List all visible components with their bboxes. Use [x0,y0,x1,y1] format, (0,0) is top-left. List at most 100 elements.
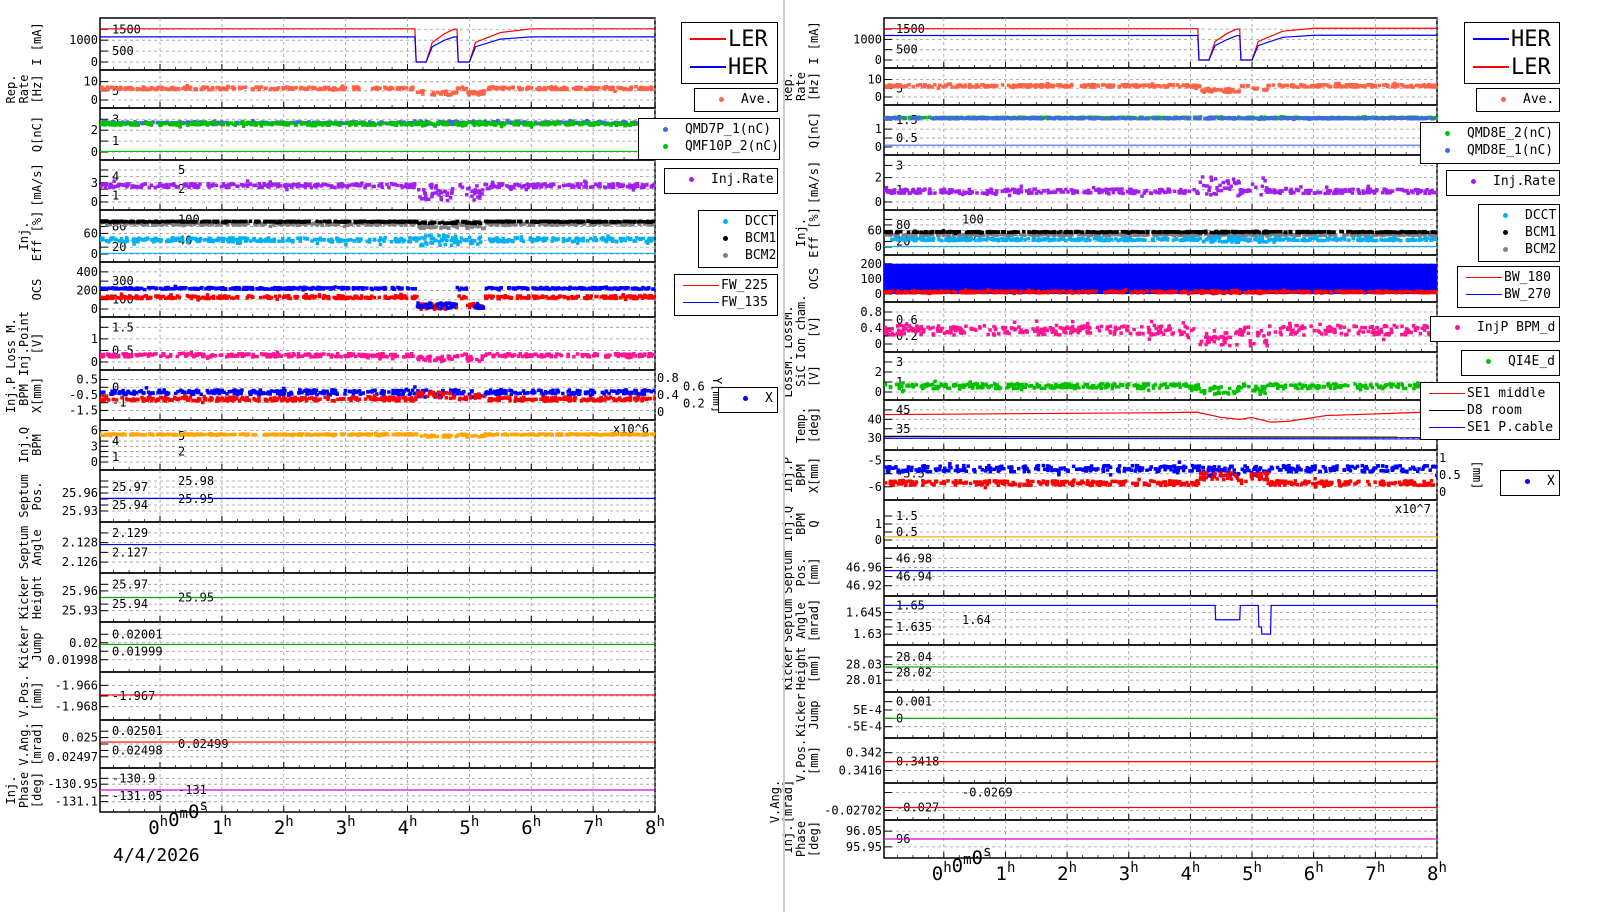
data-point [312,221,317,225]
data-point [269,183,274,188]
data-point [132,242,136,246]
data-point [553,121,557,125]
data-point [224,355,229,359]
data-point [193,294,197,299]
data-point [432,225,437,230]
data-point [369,286,374,291]
data-point [196,389,201,393]
data-point [565,238,570,243]
data-point [115,86,120,91]
data-point [316,87,321,92]
data-point [445,198,450,203]
data-point [468,223,473,227]
data-point [602,296,607,300]
data-point [139,286,144,291]
data-point [509,392,514,397]
data-point [291,351,295,356]
data-point [519,296,524,300]
data-point [433,238,438,243]
data-point [430,194,434,199]
data-point [385,220,389,224]
data-point [269,86,274,91]
data-point [528,123,533,127]
data-point [177,87,181,91]
data-point [270,238,274,242]
data-point [447,357,451,361]
series-group [100,219,655,254]
data-point [119,292,124,296]
series-group [100,28,655,63]
data-point [425,356,430,360]
data-point [284,123,289,127]
data-point [585,294,590,298]
data-point [193,220,197,224]
data-point [449,238,454,243]
data-point [523,286,527,290]
data-point [389,181,394,186]
data-point [633,294,637,299]
data-point [616,287,621,291]
data-point [410,85,415,90]
data-point [296,351,301,356]
data-point [352,238,356,243]
y-tick-label: 0 [91,247,98,261]
data-point [593,222,597,226]
data-point [420,124,425,128]
data-point [275,350,280,354]
data-point [313,182,318,187]
data-point [278,122,283,126]
data-point [138,352,142,357]
data-point [647,238,652,242]
data-point [313,237,317,242]
data-point [579,220,584,224]
data-point [640,185,645,190]
y-tick-label: 1 [112,134,119,148]
data-point [121,388,125,393]
data-point [589,185,593,189]
data-point [249,239,253,243]
data-point [198,182,202,186]
data-point [583,179,587,184]
data-point [208,236,213,241]
data-point [436,120,440,125]
data-point [265,294,269,298]
data-point [572,221,577,226]
data-point [168,183,172,187]
data-point [221,87,225,91]
data-point [485,352,489,356]
data-point [588,85,592,90]
data-point [583,296,588,300]
data-point [227,294,231,299]
data-point [100,219,104,224]
data-point [140,87,145,92]
data-point [497,393,502,398]
data-point [518,391,522,395]
data-point [215,223,220,227]
data-point [638,219,642,224]
data-point [238,236,242,240]
data-point [343,85,348,90]
y-axis-label: [mA/s] [30,163,44,206]
data-point [186,390,191,395]
data-point [516,119,521,123]
data-point [199,121,203,126]
data-point [211,294,216,299]
data-point [461,296,466,300]
data-point [638,294,642,298]
data-point [344,238,349,243]
data-point [122,240,127,244]
data-point [119,87,123,91]
data-point [154,352,158,356]
data-point [565,219,570,224]
data-point [106,286,111,290]
data-point [419,305,424,309]
data-point [527,86,531,91]
data-point [549,354,554,359]
y-tick-label: 1000 [69,33,98,47]
data-point [322,86,327,90]
data-point [614,240,619,244]
data-point [264,239,268,243]
data-point [484,182,489,187]
data-point [390,295,394,299]
